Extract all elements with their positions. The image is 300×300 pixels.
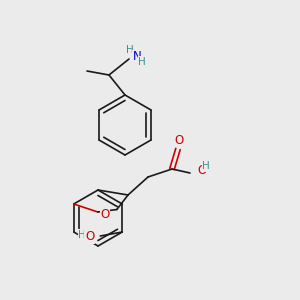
Text: H: H: [138, 57, 146, 67]
Text: O: O: [174, 134, 184, 146]
Text: H: H: [202, 161, 210, 171]
Text: O: O: [85, 230, 94, 244]
Text: N: N: [133, 50, 142, 64]
Text: O: O: [100, 208, 110, 220]
Text: H: H: [79, 230, 86, 240]
Text: H: H: [126, 45, 134, 55]
Text: O: O: [197, 164, 206, 178]
